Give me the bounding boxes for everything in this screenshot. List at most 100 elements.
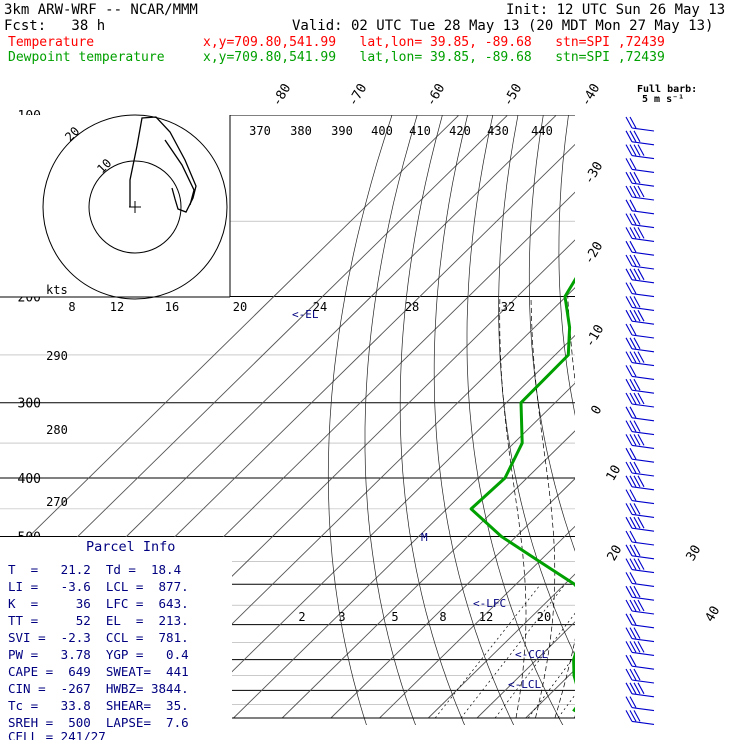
wind-barb-feather bbox=[629, 282, 637, 294]
wind-barb bbox=[625, 268, 655, 284]
wind-barb-feather bbox=[633, 254, 641, 267]
wind-barb-feather bbox=[637, 599, 645, 612]
parcel-info-row: Tc = 33.8 SHEAR= 35. bbox=[8, 698, 189, 713]
mixing-ratio-line bbox=[460, 584, 566, 719]
wind-barb-feather bbox=[637, 558, 645, 570]
isotherm-line bbox=[476, 621, 575, 719]
wind-barb-feather bbox=[629, 365, 637, 377]
wind-barb-feather bbox=[629, 434, 637, 446]
wind-barb-staff bbox=[631, 403, 655, 408]
wind-barb-feather bbox=[629, 668, 637, 681]
wind-barb-staff bbox=[631, 362, 655, 367]
isotherm-line bbox=[623, 115, 740, 718]
wind-barb bbox=[625, 558, 655, 574]
wind-barb-feather bbox=[625, 227, 633, 239]
wind-barb bbox=[625, 213, 655, 229]
dry-adiabat-line bbox=[364, 115, 418, 725]
isotherm-line bbox=[427, 573, 575, 719]
wind-barb-feather bbox=[629, 627, 637, 639]
wind-barb-feather bbox=[625, 171, 633, 184]
wind-barb bbox=[625, 668, 655, 684]
parcel-info-panel: Parcel Info T = 21.2 Td = 18.4 LI = -3.6… bbox=[0, 537, 232, 740]
wind-barb-feather bbox=[629, 351, 637, 363]
wind-barb-feather bbox=[637, 516, 645, 529]
mixed-layer-marker: M bbox=[421, 531, 428, 544]
wind-barb-staff bbox=[631, 265, 655, 270]
wind-barb-feather bbox=[633, 171, 641, 184]
wind-barb-feather bbox=[625, 351, 633, 363]
theta-label: 270 bbox=[46, 495, 68, 509]
wind-barb-feather bbox=[625, 516, 633, 529]
wind-barb-staff bbox=[631, 679, 655, 684]
wind-barb-feather bbox=[625, 309, 633, 322]
theta-label: 410 bbox=[409, 124, 431, 138]
wind-barb bbox=[625, 503, 655, 518]
wind-barb-feather bbox=[625, 475, 633, 488]
wind-barb-feather bbox=[633, 710, 641, 722]
valid-time: Valid: 02 UTC Tue 28 May 13 (20 MDT Mon … bbox=[292, 18, 714, 34]
wind-barb-feather bbox=[629, 268, 637, 281]
wind-barb-staff bbox=[631, 334, 655, 339]
wind-barb-feather bbox=[625, 158, 633, 170]
wind-barb bbox=[625, 351, 655, 367]
wind-barb-feather bbox=[625, 365, 633, 377]
wind-barb-feather bbox=[629, 406, 637, 419]
model-title: 3km ARW-WRF -- NCAR/MMM bbox=[4, 2, 198, 18]
wind-barb-feather bbox=[625, 434, 633, 446]
isotherm-line bbox=[233, 382, 575, 719]
lfc-marker: <-LFC bbox=[473, 597, 506, 610]
wind-barb-feather bbox=[625, 268, 633, 281]
wind-barb bbox=[625, 116, 655, 132]
pressure-tick-label: 300 bbox=[18, 397, 41, 412]
wind-barb-feather bbox=[633, 144, 641, 156]
wind-barb-feather bbox=[629, 337, 637, 350]
pressure-tick-label: 400 bbox=[18, 472, 41, 487]
wind-barb-feather bbox=[625, 213, 633, 225]
wind-barb-feather bbox=[625, 572, 633, 584]
dry-adiabat-line bbox=[643, 115, 740, 731]
wind-barb-feather bbox=[633, 599, 641, 612]
mixing-ratio-line bbox=[597, 584, 693, 718]
legend-dewpoint-name: Dewpoint temperature bbox=[8, 50, 165, 65]
legend-temperature-name: Temperature bbox=[8, 35, 95, 50]
barb-key-label: Full barb: bbox=[637, 84, 698, 95]
isotherm-line bbox=[330, 478, 575, 719]
wind-barb-feather bbox=[629, 530, 637, 543]
wind-barb-feather bbox=[633, 392, 641, 405]
moist-adiabat-line bbox=[554, 296, 575, 719]
wind-barb-staff bbox=[631, 486, 655, 491]
isotherm-label: -70 bbox=[346, 81, 371, 109]
wind-barb-staff bbox=[631, 237, 655, 242]
wind-barb-feather bbox=[629, 558, 637, 570]
mixing-ratio-label: 12 bbox=[479, 610, 493, 624]
wind-barb bbox=[625, 572, 655, 587]
hodograph-units: kts bbox=[46, 283, 68, 297]
el-marker: <-EL bbox=[292, 308, 319, 321]
wind-barb bbox=[625, 627, 655, 643]
wind-barb-feather bbox=[629, 420, 637, 432]
parcel-info-row: CAPE = 649 SWEAT= 441 bbox=[8, 664, 189, 679]
wind-barb-staff bbox=[631, 196, 655, 201]
wind-barb bbox=[625, 544, 655, 560]
wind-barb-feather bbox=[629, 254, 637, 267]
wind-barb-feather bbox=[633, 185, 641, 198]
wind-barb-feather bbox=[633, 227, 641, 239]
mixing-ratio-label: 8 bbox=[439, 610, 446, 624]
wind-barb-feather bbox=[633, 378, 641, 391]
wind-barb-feather bbox=[637, 641, 645, 653]
dry-adiabat-line bbox=[720, 115, 740, 731]
wind-barb-feather bbox=[625, 654, 633, 667]
wind-barb-feather bbox=[629, 185, 637, 198]
isotherm-line bbox=[281, 430, 575, 719]
dry-adiabat-line bbox=[695, 115, 740, 731]
hodograph-ring bbox=[88, 160, 182, 254]
lcl-marker: <-LCL bbox=[508, 678, 541, 691]
theta-label: 380 bbox=[290, 124, 312, 138]
wind-barb-feather bbox=[629, 158, 637, 170]
wind-barb bbox=[625, 406, 655, 422]
wind-barb bbox=[625, 240, 655, 256]
theta-label: 400 bbox=[371, 124, 393, 138]
wind-barb-feather bbox=[629, 489, 637, 501]
wind-barb-feather bbox=[625, 503, 633, 515]
wind-barb bbox=[625, 130, 655, 146]
